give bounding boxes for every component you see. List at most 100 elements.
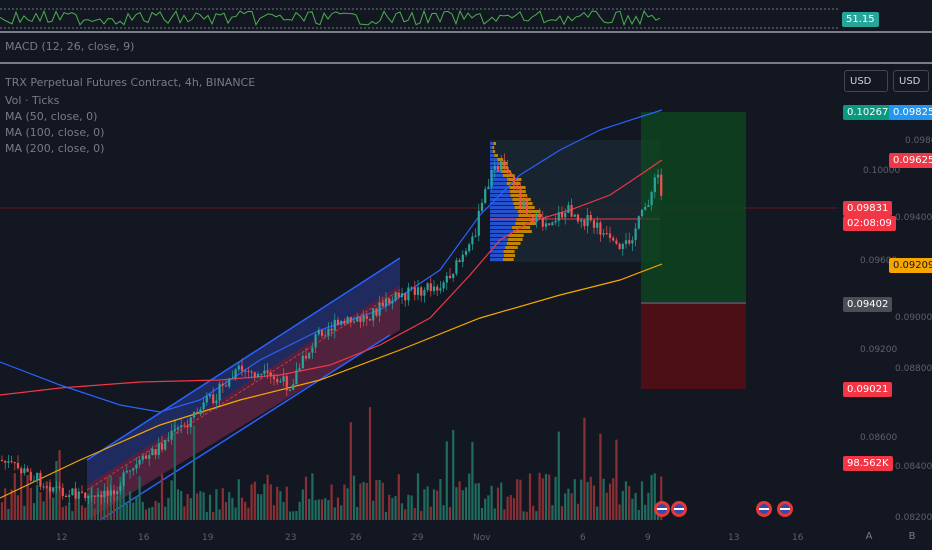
volume-bar (100, 490, 103, 520)
candle-body (340, 321, 343, 325)
vp-bar-down (509, 190, 526, 193)
volume-bar (48, 482, 52, 520)
candle-body (55, 486, 58, 488)
candle-body (74, 488, 77, 499)
candle-body (436, 286, 439, 291)
volume-bar (544, 473, 548, 520)
candle-body (356, 317, 359, 322)
candle-body (109, 490, 112, 496)
volume-bar (292, 511, 295, 520)
candle-body (119, 485, 122, 492)
vp-bar-up (490, 186, 510, 189)
candle-body (151, 448, 154, 456)
volume-bar (138, 476, 141, 520)
volume-bar (90, 486, 93, 520)
candle-body (650, 192, 653, 206)
volume-bar (144, 509, 148, 520)
volume-bar (356, 507, 359, 520)
volume-bar (263, 483, 266, 520)
ma200-legend[interactable]: MA (200, close, 0) (5, 142, 105, 155)
candle-body (554, 220, 557, 223)
volume-bar (167, 497, 170, 520)
candle-body (292, 384, 295, 390)
volume-bar (535, 511, 538, 520)
volume-bar (564, 493, 567, 520)
candle-body (480, 202, 484, 211)
volume-bar (461, 490, 464, 520)
volume-bar (154, 500, 157, 520)
ma100-legend[interactable]: MA (100, close, 0) (5, 126, 105, 139)
macd-legend[interactable]: MACD (12, 26, close, 9) (5, 40, 135, 53)
price-tick: 0.09000 (895, 313, 932, 323)
volume-bar (157, 502, 160, 520)
vp-bar-up (490, 182, 507, 185)
candle-body (269, 372, 272, 377)
candle-body (439, 288, 442, 291)
volume-bar (279, 491, 282, 520)
volume-bar (68, 502, 71, 520)
candle-body (336, 319, 340, 325)
volume-bar (176, 489, 180, 520)
volume-bar (653, 473, 656, 520)
long-position-tool[interactable] (641, 112, 746, 389)
volume-bar (423, 489, 426, 520)
candle-body (52, 487, 55, 492)
candle-body (256, 373, 260, 378)
time-tick: 13 (728, 533, 739, 543)
candle-body (167, 439, 170, 441)
candle-body (295, 370, 298, 385)
candle-body (170, 430, 173, 440)
price-axis[interactable]: 0.10000 0.09800 0.09400 0.09600 0.09000 … (860, 136, 932, 523)
auto-scale-button[interactable]: A (865, 530, 873, 542)
ascending-channel[interactable] (86, 257, 401, 521)
volume-bar (0, 502, 4, 520)
log-scale-button[interactable]: B (908, 530, 916, 542)
volume-bar (304, 476, 308, 520)
volume-bar (612, 478, 615, 520)
candle-body (384, 298, 388, 307)
vp-bar-up (490, 190, 510, 193)
vp-bar-up (490, 142, 494, 145)
volume-bar (317, 499, 320, 520)
currency-button-left[interactable]: USD (844, 70, 888, 92)
vp-bar-down (515, 222, 536, 225)
volume-bar (160, 474, 164, 520)
volume-profile[interactable] (490, 140, 660, 262)
price-tick: 0.10000 (863, 166, 900, 176)
ma50-legend[interactable]: MA (50, close, 0) (5, 110, 98, 123)
candle-body (551, 222, 554, 226)
candle-body (519, 189, 522, 207)
candle-body (244, 370, 247, 372)
volume-bar (480, 507, 484, 520)
volume-bar (404, 509, 407, 520)
candle-body (432, 286, 436, 292)
candle-body (218, 383, 221, 401)
volume-bar (288, 511, 292, 520)
candle-body (528, 214, 532, 217)
currency-button-right[interactable]: USD (893, 70, 929, 92)
volume-bar (13, 473, 16, 520)
vp-bar-down (503, 258, 514, 261)
vp-bar-down (510, 194, 528, 197)
volume-bar (586, 481, 589, 520)
rsi-value-tag: 51.15 (842, 12, 879, 27)
volume-bar (362, 481, 365, 520)
price-tick: 0.09800 (905, 136, 932, 146)
candle-body (455, 260, 458, 274)
candle-body (512, 174, 516, 186)
volume-bar (122, 472, 125, 520)
time-axis[interactable]: 12 16 19 23 26 29 Nov 6 9 13 16 (56, 533, 804, 543)
vp-bar-up (490, 210, 518, 213)
symbol-title[interactable]: TRX Perpetual Futures Contract, 4h, BINA… (5, 76, 256, 89)
volume-bar (132, 502, 135, 520)
candle-body (631, 240, 634, 244)
candle-body (192, 411, 196, 418)
candle-body (68, 495, 71, 498)
volume-bar (29, 487, 32, 520)
target-price-tag: 0.10267 (843, 105, 893, 120)
volume-bar (452, 430, 455, 520)
vol-legend[interactable]: Vol · Ticks (5, 94, 60, 107)
event-markers[interactable] (654, 501, 793, 517)
candle-body (416, 287, 420, 295)
